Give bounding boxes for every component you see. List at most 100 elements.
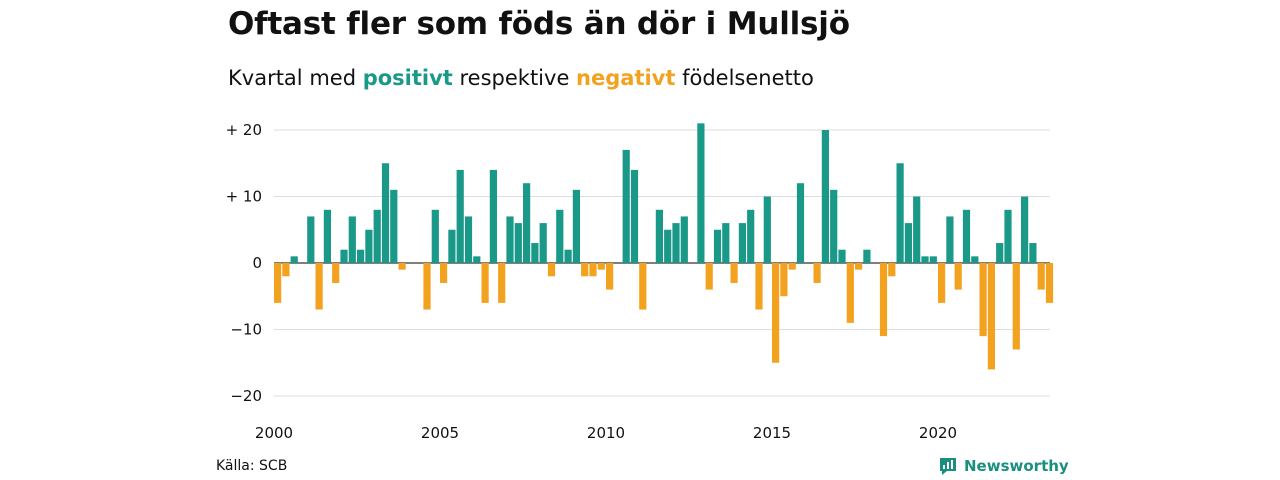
bar-negative — [855, 263, 863, 270]
bar-positive — [713, 229, 722, 263]
bar-positive — [763, 196, 771, 263]
subtitle-text-middle: respektive — [452, 66, 577, 90]
x-axis-labels: 2000 2005 2010 2015 2020 — [255, 424, 957, 442]
bar-positive — [531, 243, 539, 263]
x-tick-label: 2005 — [421, 424, 459, 442]
bar-positive — [830, 189, 838, 263]
bar-positive — [680, 216, 688, 263]
bar-negative — [581, 263, 589, 277]
bar-positive — [655, 209, 663, 263]
bar-positive — [821, 130, 829, 263]
bar-positive — [747, 209, 755, 263]
bar-positive — [630, 169, 639, 263]
bar-positive — [390, 189, 398, 263]
bar-positive — [572, 189, 580, 263]
bar-positive — [672, 223, 680, 263]
bar-negative — [498, 263, 506, 303]
y-tick-label: 0 — [252, 254, 262, 272]
subtitle-negative-label: negativt — [576, 66, 676, 90]
chart-title: Oftast fler som föds än dör i Mullsjö — [228, 6, 850, 42]
x-tick-label: 2015 — [753, 424, 791, 442]
bar-positive — [323, 209, 331, 263]
brand-name: Newsworthy — [964, 457, 1069, 475]
chart-subtitle: Kvartal med positivt respektive negativt… — [228, 66, 814, 90]
bar-positive — [697, 123, 705, 263]
bar-negative — [589, 263, 597, 277]
bar-negative — [597, 263, 605, 270]
bar-positive — [431, 209, 439, 263]
bar-positive — [1029, 243, 1037, 263]
bar-negative — [879, 263, 888, 337]
bar-positive — [921, 256, 929, 263]
bar-positive — [962, 209, 971, 263]
bar-negative — [813, 263, 821, 283]
x-tick-label: 2010 — [587, 424, 625, 442]
y-tick-label: −10 — [230, 321, 262, 339]
subtitle-text-before: Kvartal med — [228, 66, 363, 90]
bar-negative — [1012, 263, 1020, 350]
y-tick-label: + 20 — [226, 121, 262, 139]
bar-positive — [863, 249, 871, 263]
bar-positive — [523, 183, 531, 263]
bar-positive — [622, 149, 630, 263]
bar-positive — [464, 216, 473, 263]
y-tick-label: −20 — [230, 387, 262, 405]
bar-negative — [788, 263, 796, 270]
bar-negative — [1045, 263, 1054, 303]
y-axis-labels: + 20 + 10 0 −10 −20 — [226, 121, 262, 405]
bar-positive — [664, 229, 672, 263]
bar-negative — [780, 263, 788, 297]
bar-positive — [996, 243, 1004, 263]
source-label: Källa: SCB — [216, 458, 288, 474]
bar-positive — [381, 163, 390, 263]
bar-negative — [423, 263, 431, 310]
bar-negative — [274, 263, 282, 303]
bar-negative — [315, 263, 323, 310]
bar-positive — [348, 216, 356, 263]
bar-negative — [639, 263, 647, 310]
bar-positive — [489, 169, 497, 263]
bar-positive — [365, 229, 373, 263]
bar-positive — [896, 163, 904, 263]
bar-negative — [606, 263, 614, 290]
bar-negative — [846, 263, 854, 323]
bar-positive — [290, 256, 298, 263]
bar-positive — [738, 223, 746, 263]
bar-negative — [440, 263, 448, 283]
bar-negative — [730, 263, 738, 283]
bar-positive — [539, 223, 547, 263]
bar-positive — [796, 183, 805, 263]
bar-positive — [506, 216, 514, 263]
bar-positive — [448, 229, 456, 263]
brand-logo: Newsworthy — [938, 456, 1069, 476]
bar-positive — [838, 249, 846, 263]
bar-positive — [913, 196, 921, 263]
bar-negative — [987, 263, 995, 370]
bar-positive — [722, 223, 730, 263]
newsworthy-logo-icon — [940, 458, 956, 475]
y-tick-label: + 10 — [226, 188, 262, 206]
bar-positive — [1004, 209, 1012, 263]
bar-positive — [456, 169, 464, 263]
bar-positive — [556, 209, 564, 263]
bar-negative — [755, 263, 763, 310]
subtitle-text-after: födelsenetto — [675, 66, 814, 90]
bar-positive — [946, 216, 954, 263]
x-tick-label: 2020 — [919, 424, 957, 442]
bar-positive — [473, 256, 481, 263]
bar-negative — [332, 263, 340, 283]
bar-positive — [929, 256, 937, 263]
x-tick-label: 2000 — [255, 424, 293, 442]
bar-negative — [954, 263, 962, 290]
bar-positive — [1021, 196, 1029, 263]
bar-negative — [979, 263, 987, 337]
bar-negative — [705, 263, 713, 290]
bar-negative — [888, 263, 896, 277]
bar-positive — [340, 249, 348, 263]
bar-negative — [282, 263, 290, 277]
bar-negative — [481, 263, 489, 303]
bar-negative — [1037, 263, 1045, 290]
bar-positive — [514, 223, 522, 263]
bar-positive — [307, 216, 315, 263]
